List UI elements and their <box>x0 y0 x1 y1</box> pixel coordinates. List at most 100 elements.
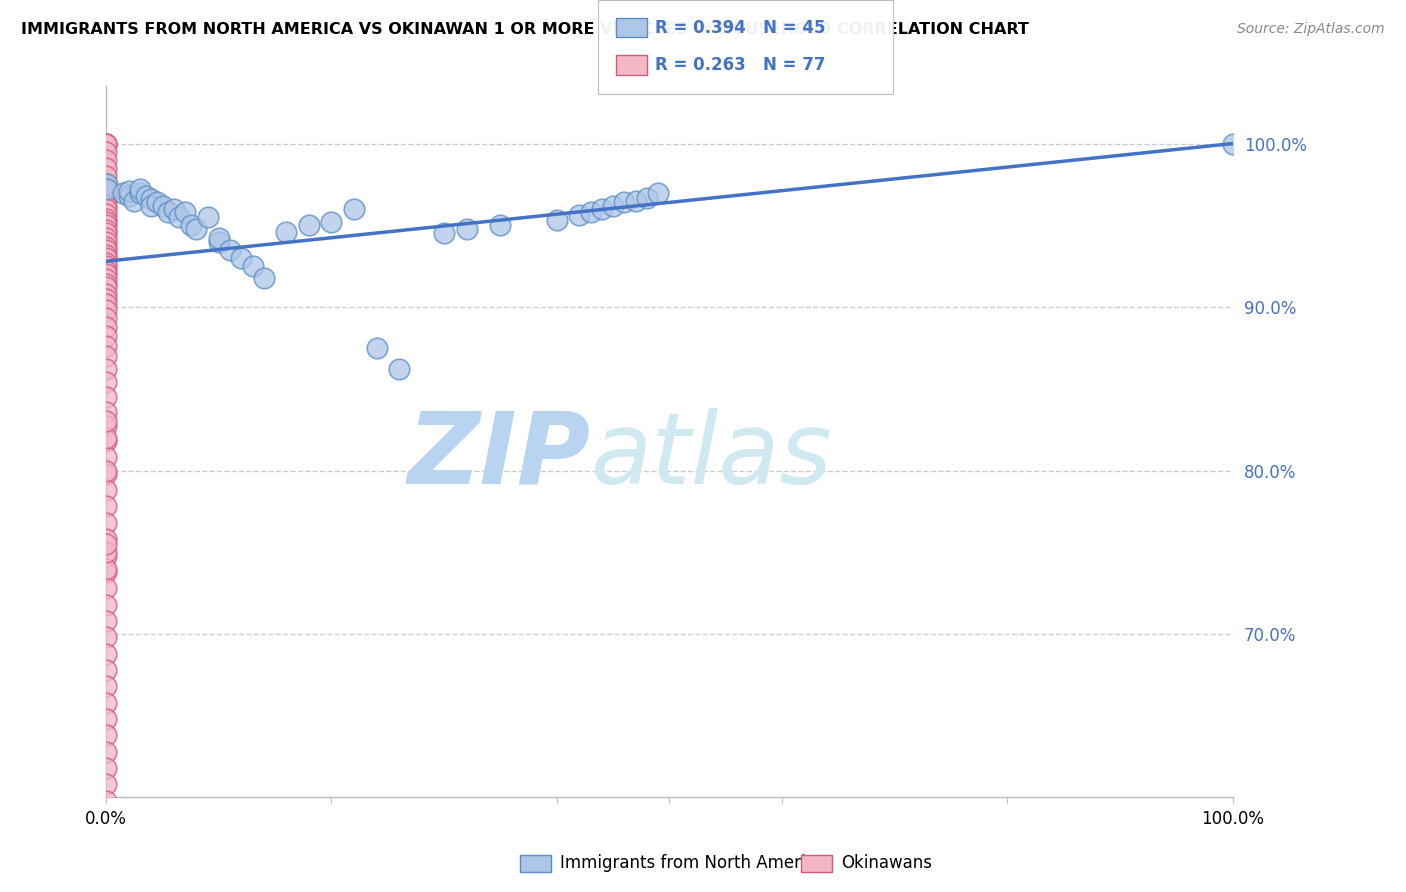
Point <box>231 251 253 265</box>
Point <box>146 195 169 210</box>
Point <box>96 679 118 693</box>
Point <box>96 280 118 294</box>
Point <box>96 549 118 563</box>
Point <box>169 210 191 224</box>
Point <box>456 221 478 235</box>
Point <box>96 231 118 245</box>
Point <box>152 199 174 213</box>
Point <box>96 516 118 530</box>
Text: Source: ZipAtlas.com: Source: ZipAtlas.com <box>1237 22 1385 37</box>
Point <box>96 598 118 612</box>
Point <box>636 190 658 204</box>
Text: IMMIGRANTS FROM NORTH AMERICA VS OKINAWAN 1 OR MORE VEHICLES IN HOUSEHOLD CORREL: IMMIGRANTS FROM NORTH AMERICA VS OKINAWA… <box>21 22 1029 37</box>
Point <box>96 319 118 334</box>
Point <box>96 145 118 159</box>
Point <box>96 243 118 257</box>
Point <box>96 431 118 445</box>
Point <box>96 405 118 419</box>
Point <box>96 647 118 661</box>
Point <box>96 532 118 546</box>
Point <box>1222 136 1244 151</box>
Point <box>366 341 388 355</box>
Text: atlas: atlas <box>591 408 832 505</box>
Point <box>96 268 118 282</box>
Point <box>96 339 118 353</box>
Point <box>613 195 636 210</box>
Point <box>96 663 118 677</box>
Point <box>96 777 118 791</box>
Point <box>276 225 298 239</box>
Point <box>96 227 118 241</box>
Point <box>96 581 118 595</box>
Text: Immigrants from North America: Immigrants from North America <box>560 855 824 872</box>
Point <box>96 434 118 448</box>
Point <box>546 213 568 227</box>
Point <box>96 194 118 208</box>
Point <box>96 199 118 213</box>
Point <box>96 561 118 575</box>
Point <box>96 211 118 226</box>
Point <box>96 202 118 216</box>
Point <box>96 712 118 726</box>
Point <box>96 215 118 229</box>
Point <box>388 362 411 376</box>
Point <box>96 136 118 151</box>
Point <box>96 329 118 343</box>
Text: Okinawans: Okinawans <box>841 855 932 872</box>
Point <box>197 210 219 224</box>
Point <box>180 219 202 233</box>
Point <box>96 264 118 278</box>
Point <box>96 630 118 644</box>
Point <box>96 223 118 237</box>
Point <box>208 235 231 249</box>
Point <box>129 186 152 200</box>
Point <box>96 537 118 551</box>
Point <box>96 794 118 808</box>
Point <box>96 186 118 200</box>
Point <box>96 256 118 270</box>
Point <box>129 182 152 196</box>
Point <box>96 311 118 326</box>
Point <box>96 169 118 184</box>
Text: R = 0.394   N = 45: R = 0.394 N = 45 <box>655 19 825 37</box>
Point <box>219 243 242 257</box>
Point <box>96 419 118 434</box>
Point <box>96 545 118 559</box>
Point <box>96 287 118 301</box>
Point <box>96 467 118 481</box>
Point <box>186 221 208 235</box>
Point <box>96 390 118 404</box>
Point <box>96 161 118 175</box>
Point <box>647 186 669 200</box>
Point <box>579 205 602 219</box>
Point <box>96 565 118 579</box>
Point <box>96 153 118 167</box>
Point <box>96 207 118 221</box>
Point <box>96 297 118 311</box>
Point <box>96 178 118 192</box>
Point <box>96 272 118 286</box>
Point <box>118 189 141 203</box>
Point <box>96 292 118 306</box>
Point <box>568 209 591 223</box>
Point <box>96 728 118 742</box>
Point <box>433 227 456 241</box>
Point <box>96 235 118 249</box>
Point <box>96 259 118 273</box>
Point <box>96 761 118 775</box>
Point <box>208 231 231 245</box>
Point <box>602 199 624 213</box>
Point <box>174 205 197 219</box>
Point <box>96 376 118 390</box>
Point <box>96 277 118 292</box>
Point <box>96 219 118 233</box>
Point <box>96 251 118 265</box>
Point <box>96 500 118 514</box>
Point <box>298 219 321 233</box>
Point <box>96 136 118 151</box>
Point <box>163 202 186 216</box>
Point <box>96 303 118 318</box>
Point <box>321 215 343 229</box>
Point <box>242 259 264 273</box>
Point <box>96 178 118 192</box>
